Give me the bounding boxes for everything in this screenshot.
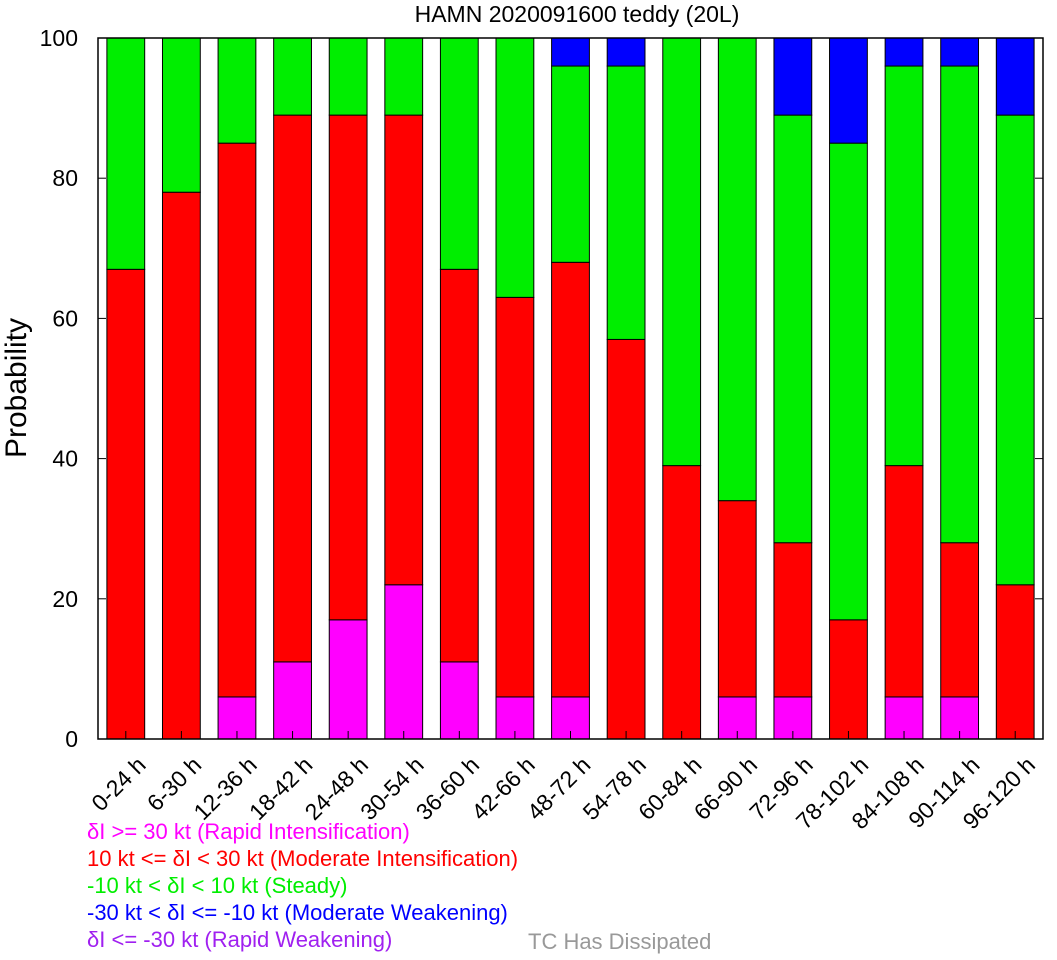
legend-item-3: -30 kt < δI <= -10 kt (Moderate Weakenin… <box>87 900 508 925</box>
y-tick-label: 0 <box>65 726 78 752</box>
dissipated-label: TC Has Dissipated <box>528 929 712 954</box>
bar-segment-18-42h-series2 <box>273 37 312 116</box>
bar-segment-72-96h-series2 <box>773 114 813 544</box>
bar-segment-24-48h-series2 <box>328 37 368 116</box>
bar-segment-90-114h-series1 <box>940 542 980 698</box>
chart-title: HAMN 2020091600 teddy (20L) <box>415 1 740 27</box>
y-axis-label: Probability <box>0 318 33 458</box>
bar-segment-24-48h-series1 <box>328 114 368 621</box>
y-tick-label: 40 <box>52 446 78 472</box>
bar-segment-6-30h-series2 <box>161 37 201 193</box>
bar-segment-48-72h-series2 <box>551 65 590 263</box>
y-tick-label: 60 <box>52 305 78 331</box>
bar-segment-78-102h-series3 <box>829 37 868 144</box>
bar-segment-96-120h-series3 <box>995 37 1035 116</box>
bar-segment-54-78h-series1 <box>606 338 646 740</box>
bar-segment-84-108h-series1 <box>884 465 924 698</box>
bar-segment-78-102h-series2 <box>829 142 868 621</box>
bar-segment-30-54h-series2 <box>384 37 424 116</box>
y-tick-label: 80 <box>52 165 78 191</box>
bar-segment-84-108h-series2 <box>884 65 924 467</box>
bar-segment-42-66h-series1 <box>495 296 535 698</box>
bar-segment-18-42h-series0 <box>273 661 312 740</box>
x-tick-label: 0-24 h <box>86 752 151 817</box>
bar-segment-54-78h-series2 <box>606 65 646 340</box>
bar-segment-18-42h-series1 <box>273 114 312 663</box>
bar-segment-48-72h-series1 <box>551 261 590 698</box>
legend-item-2: -10 kt < δI < 10 kt (Steady) <box>87 873 348 898</box>
bar-segment-12-36h-series1 <box>217 142 257 698</box>
bar-segment-24-48h-series0 <box>328 619 368 740</box>
bar-segment-96-120h-series2 <box>995 114 1035 586</box>
y-tick-label: 20 <box>52 586 78 612</box>
legend-item-0: δI >= 30 kt (Rapid Intensification) <box>87 819 410 844</box>
bar-segment-36-60h-series1 <box>439 268 479 663</box>
bar-segment-42-66h-series2 <box>495 37 535 298</box>
bar-segment-72-96h-series3 <box>773 37 813 116</box>
bar-segment-36-60h-series0 <box>439 661 479 740</box>
bar-segment-96-120h-series1 <box>995 584 1035 740</box>
bar-segment-54-78h-series3 <box>606 37 646 67</box>
legend-item-4: δI <= -30 kt (Rapid Weakening) <box>87 927 393 952</box>
bar-segment-84-108h-series3 <box>884 37 924 67</box>
bar-segment-72-96h-series1 <box>773 542 813 698</box>
legend: δI >= 30 kt (Rapid Intensification) 10 kt… <box>87 818 518 953</box>
bar-segment-0-24h-series2 <box>106 37 146 270</box>
bar-segment-60-84h-series1 <box>662 465 702 740</box>
bar-segment-78-102h-series1 <box>829 619 868 740</box>
legend-item-1: 10 kt <= δI < 30 kt (Moderate Intensific… <box>87 846 519 871</box>
bar-segment-90-114h-series2 <box>940 65 980 544</box>
bar-segment-60-84h-series2 <box>662 37 702 467</box>
bars-group <box>106 37 1035 740</box>
bar-segment-12-36h-series2 <box>217 37 257 144</box>
bar-segment-66-90h-series1 <box>717 500 757 698</box>
bar-segment-30-54h-series0 <box>384 584 424 740</box>
y-tick-label: 100 <box>40 25 78 51</box>
bar-segment-66-90h-series2 <box>717 37 757 502</box>
bar-segment-0-24h-series1 <box>106 268 146 740</box>
bar-segment-6-30h-series1 <box>161 191 201 740</box>
bar-segment-90-114h-series3 <box>940 37 980 67</box>
bar-segment-48-72h-series3 <box>551 37 590 67</box>
bar-segment-30-54h-series1 <box>384 114 424 586</box>
bar-segment-36-60h-series2 <box>439 37 479 270</box>
